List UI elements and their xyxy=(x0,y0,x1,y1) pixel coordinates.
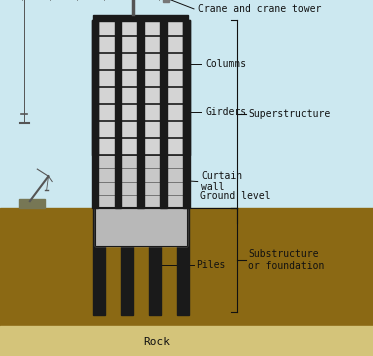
Bar xyxy=(137,20,144,155)
Bar xyxy=(183,20,190,155)
Bar xyxy=(95,155,186,208)
Bar xyxy=(183,20,190,155)
Bar xyxy=(95,208,186,246)
Text: Curtain
wall: Curtain wall xyxy=(201,171,242,192)
Bar xyxy=(115,20,121,155)
Text: Rock: Rock xyxy=(143,337,170,347)
Text: Substructure
or foundation: Substructure or foundation xyxy=(248,249,325,271)
Bar xyxy=(177,208,189,315)
Bar xyxy=(0,326,373,356)
Bar xyxy=(93,15,188,21)
Bar xyxy=(163,0,169,2)
Bar xyxy=(95,20,186,208)
Bar xyxy=(95,20,186,155)
Bar xyxy=(121,208,133,315)
Bar xyxy=(115,155,121,208)
Bar xyxy=(160,20,167,155)
Text: Superstructure: Superstructure xyxy=(248,109,330,119)
Text: Columns: Columns xyxy=(205,59,246,69)
Text: Piles: Piles xyxy=(196,260,225,270)
Bar xyxy=(92,155,98,208)
Bar xyxy=(137,155,144,208)
Text: Girders: Girders xyxy=(205,107,246,117)
Bar xyxy=(148,208,161,315)
Bar xyxy=(95,208,186,246)
Bar xyxy=(92,20,98,155)
Bar xyxy=(160,155,167,208)
Bar xyxy=(183,155,190,208)
Bar xyxy=(0,208,373,326)
Text: Crane and crane tower: Crane and crane tower xyxy=(198,4,321,14)
Bar xyxy=(19,199,45,208)
Text: Ground level: Ground level xyxy=(200,191,270,201)
Bar xyxy=(93,208,105,315)
Bar xyxy=(92,20,98,155)
